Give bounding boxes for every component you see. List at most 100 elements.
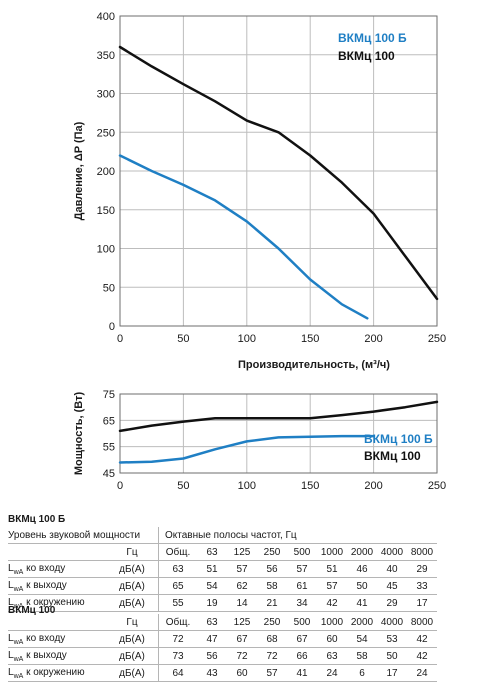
pressure-chart: 0 50 100 150 200 250 0 50 100 150 200 250 300 350 400 В… [73, 11, 446, 371]
x-tick-label: 100 [238, 333, 256, 345]
table-cell: 68 [257, 630, 287, 648]
x-tick-label: 100 [238, 480, 256, 492]
row-unit: дБ(А) [106, 647, 159, 665]
table-row: Гц Общ. 63 125 250 500 1000 2000 4000 8000 [8, 543, 437, 561]
table-cell: 62 [227, 577, 257, 595]
table-cell: 72 [227, 647, 257, 665]
y-tick-label: 300 [97, 89, 115, 101]
sound-table-2: Гц Общ. 63 125 250 500 1000 2000 4000 8000 LwA к… [8, 614, 437, 682]
header-label: Уровень звуковой мощности [8, 527, 159, 544]
table-1-title: ВКМц 100 Б [8, 514, 66, 525]
y-tick-label: 0 [109, 321, 115, 333]
table-cell: 42 [407, 630, 437, 648]
table-cell: 73 [158, 647, 197, 665]
sound-table-1: Уровень звуковой мощности Октавные полос… [8, 527, 437, 612]
column-header: 63 [197, 543, 227, 561]
column-header: 63 [197, 614, 227, 631]
legend-entry: ВКМц 100 Б [338, 31, 407, 45]
plot-frame [119, 393, 438, 474]
column-header: 500 [287, 614, 317, 631]
x-tick-label: 150 [301, 480, 319, 492]
table-cell: 53 [377, 630, 407, 648]
x-tick-label: 200 [364, 333, 382, 345]
y-tick-label: 50 [103, 282, 115, 294]
table-cell: 45 [377, 577, 407, 595]
y-tick-label: 250 [97, 127, 115, 139]
x-tick-label: 50 [177, 333, 189, 345]
y-axis-label: Давление, ΔP (Па) [73, 121, 85, 220]
plot-frame [119, 15, 438, 327]
table-cell: 57 [227, 560, 257, 578]
table-cell: 58 [257, 577, 287, 595]
column-header: 8000 [407, 543, 437, 561]
table-cell: 29 [377, 594, 407, 612]
table-cell: 21 [257, 594, 287, 612]
table-cell: 42 [317, 594, 347, 612]
table-cell: 67 [287, 630, 317, 648]
bands-title: Октавные полосы частот, Гц [158, 527, 437, 544]
table-row: LwA ко входу дБ(А) 63 51 57 56 57 51 46 40 29 [8, 560, 437, 578]
table-cell: 40 [377, 560, 407, 578]
y-tick-label: 200 [97, 166, 115, 178]
x-tick-label: 250 [428, 333, 446, 345]
table-cell: 61 [287, 577, 317, 595]
legend-entry: ВКМц 100 Б [364, 432, 433, 446]
table-cell: 67 [227, 630, 257, 648]
column-header: 4000 [377, 543, 407, 561]
x-tick-label: 250 [428, 480, 446, 492]
table-cell: 57 [287, 560, 317, 578]
column-header: Общ. [158, 543, 197, 561]
series-line [118, 154, 369, 320]
table-cell: 34 [287, 594, 317, 612]
table-cell: 56 [197, 647, 227, 665]
table-cell: 55 [158, 594, 197, 612]
column-header: 1000 [317, 543, 347, 561]
table-cell: 72 [158, 630, 197, 648]
table-cell: 42 [407, 647, 437, 665]
table-cell: 63 [317, 647, 347, 665]
series-line [118, 434, 375, 464]
x-tick-label: 200 [364, 480, 382, 492]
x-tick-label: 0 [117, 480, 123, 492]
row-label: LwA к выходу [8, 647, 106, 665]
table-cell: 72 [257, 647, 287, 665]
table-2-title: ВКМц 100 [8, 605, 56, 616]
y-axis-label: Мощность, (Вт) [73, 392, 85, 476]
y-tick-label: 350 [97, 50, 115, 62]
table-cell: 46 [347, 560, 377, 578]
y-tick-label: 150 [97, 205, 115, 217]
row-label: LwA ко входу [8, 630, 106, 648]
table-cell: 51 [317, 560, 347, 578]
table-cell: 50 [347, 577, 377, 595]
y-tick-label: 65 [103, 415, 115, 427]
table-cell: 66 [287, 647, 317, 665]
table-cell: 65 [158, 577, 197, 595]
row-unit: дБ(А) [106, 560, 159, 578]
y-tick-label: 75 [103, 389, 115, 401]
table-cell: 33 [407, 577, 437, 595]
x-axis-label: Производительность, (м³/ч) [238, 359, 390, 371]
table-row: Гц Общ. 63 125 250 500 1000 2000 4000 8000 [8, 614, 437, 631]
row-unit: дБ(А) [106, 577, 159, 595]
y-tick-label: 400 [97, 11, 115, 23]
legend-entry: ВКМц 100 [364, 449, 421, 463]
y-tick-label: 55 [103, 442, 115, 454]
table-cell: 57 [317, 577, 347, 595]
unit-header: Гц [106, 614, 159, 631]
table-cell: 54 [197, 577, 227, 595]
table-cell: 19 [197, 594, 227, 612]
table-cell: 51 [197, 560, 227, 578]
table-cell: 41 [347, 594, 377, 612]
series-line [118, 400, 439, 433]
row-unit: дБ(А) [106, 630, 159, 648]
table-cell: 56 [257, 560, 287, 578]
column-header: 4000 [377, 614, 407, 631]
table-row: LwA к выходу дБ(А) 65 54 62 58 61 57 50 45 33 [8, 577, 437, 595]
column-header: 125 [227, 543, 257, 561]
table-cell: 14 [227, 594, 257, 612]
column-header: 2000 [347, 614, 377, 631]
table-row: LwA к выходу дБ(А) 73 56 72 72 66 63 58 50 42 [8, 647, 437, 665]
table-cell: 60 [317, 630, 347, 648]
column-header: 125 [227, 614, 257, 631]
row-label: LwA к окружению [8, 594, 106, 612]
